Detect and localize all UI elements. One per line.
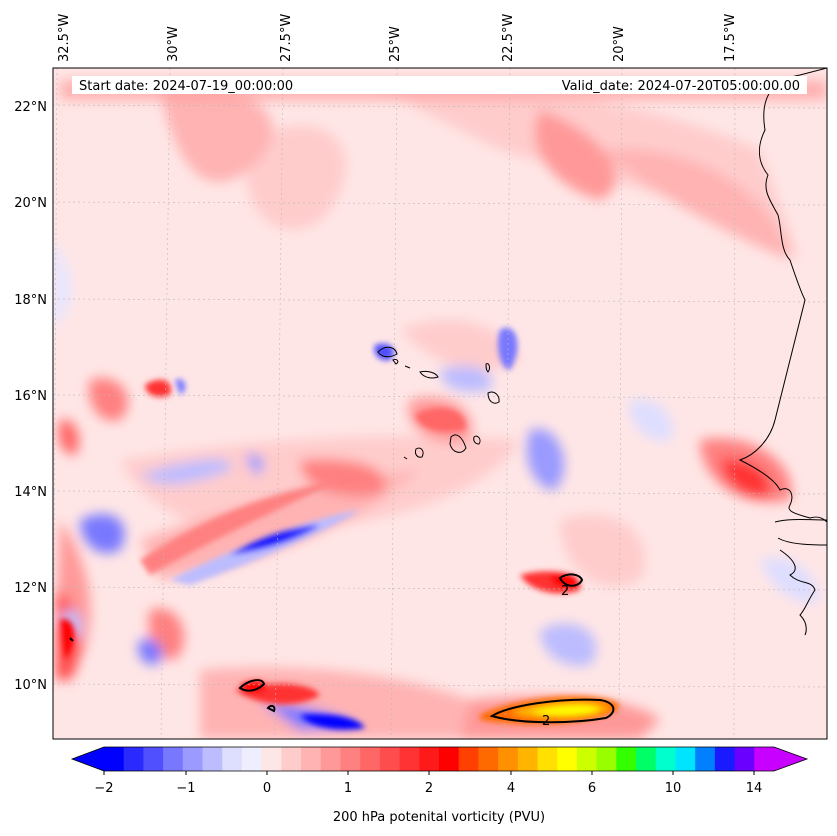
colorbar: [70, 746, 809, 775]
colorbar-tick-label: −1: [176, 781, 195, 796]
colorbar-swatch: [458, 747, 479, 771]
coastline-africa-icon: [738, 68, 827, 636]
colorbar-swatch: [439, 747, 460, 771]
colorbar-swatch: [182, 747, 204, 771]
contour-label: 2: [561, 584, 569, 599]
colorbar-extend-min: [72, 747, 104, 771]
valid-date-label: Valid_date: 2024-07-20T05:00:00.00: [562, 79, 800, 94]
colorbar-tick-label: 14: [746, 781, 763, 796]
colorbar-swatch: [695, 747, 716, 771]
lat-label: 10°N: [14, 678, 47, 693]
colorbar-tick-label: 0: [263, 781, 271, 796]
colorbar-swatch: [754, 747, 775, 771]
header-strip: [72, 76, 807, 94]
start-date-label: Start date: 2024-07-19_00:00:00: [79, 79, 293, 94]
colorbar-title: 200 hPa potenital vorticity (PVU): [333, 810, 545, 825]
colorbar-swatch: [123, 747, 144, 771]
colorbar-swatch: [281, 747, 302, 771]
contour-label: 2: [542, 714, 550, 729]
cabo-verde-islands-icon: [377, 346, 500, 460]
colorbar-swatch: [419, 747, 440, 771]
colorbar-swatch: [261, 747, 282, 771]
colorbar-swatch: [104, 747, 125, 771]
colorbar-swatch: [576, 747, 598, 771]
latitude-labels: 22°N 20°N 18°N 16°N 14°N 12°N 10°N: [14, 100, 47, 693]
lon-label: 27.5°W: [279, 14, 294, 62]
lon-label: 17.5°W: [723, 14, 738, 62]
colorbar-swatch: [478, 747, 499, 771]
pv-2-contours: [69, 573, 615, 724]
colorbar-ticks: −2 −1 0 1 2 4 6 10 14: [94, 781, 762, 796]
colorbar-tick-label: −2: [94, 781, 113, 796]
colorbar-swatch: [734, 747, 755, 771]
colorbar-swatch: [222, 747, 243, 771]
lat-label: 20°N: [14, 196, 47, 211]
colorbar-swatch: [241, 747, 263, 771]
colorbar-extend-max: [774, 747, 807, 771]
lat-label: 18°N: [14, 293, 47, 308]
lon-label: 32.5°W: [57, 14, 72, 62]
lon-label: 20°W: [612, 26, 627, 62]
colorbar-swatch: [596, 747, 617, 771]
colorbar-swatch: [498, 747, 519, 771]
colorbar-swatch: [636, 747, 657, 771]
longitude-labels: 32.5°W 30°W 27.5°W 25°W 22.5°W 20°W 17.5…: [57, 14, 738, 62]
colorbar-swatch: [202, 747, 223, 771]
colorbar-swatch: [399, 747, 420, 771]
colorbar-swatch: [360, 747, 381, 771]
colorbar-swatch: [714, 747, 736, 771]
lat-label: 22°N: [14, 100, 47, 115]
colorbar-swatch: [675, 747, 696, 771]
colorbar-swatch: [557, 747, 578, 771]
colorbar-swatch: [143, 747, 164, 771]
colorbar-swatch: [655, 747, 676, 771]
colorbar-swatch: [301, 747, 322, 771]
lon-label: 30°W: [166, 26, 181, 62]
map-frame: [52, 67, 828, 740]
colorbar-tick-label: 2: [425, 781, 433, 796]
colorbar-swatch: [340, 747, 361, 771]
graticule: [53, 68, 827, 739]
pv-field: 2 2: [53, 68, 827, 739]
colorbar-swatch: [517, 747, 539, 771]
colorbar-swatch: [616, 747, 637, 771]
colorbar-tick-label: 1: [344, 781, 352, 796]
colorbar-tick-label: 4: [507, 781, 515, 796]
colorbar-swatch: [163, 747, 184, 771]
colorbar-tick-label: 10: [665, 781, 682, 796]
lon-label: 25°W: [388, 26, 403, 62]
colorbar-swatch: [379, 747, 401, 771]
colorbar-tick-label: 6: [588, 781, 596, 796]
colorbar-swatch: [537, 747, 558, 771]
lon-label: 22.5°W: [501, 14, 516, 62]
lat-label: 14°N: [14, 485, 47, 500]
lat-label: 12°N: [14, 581, 47, 596]
lat-label: 16°N: [14, 389, 47, 404]
pv-features: [60, 327, 620, 730]
colorbar-swatch: [320, 747, 341, 771]
